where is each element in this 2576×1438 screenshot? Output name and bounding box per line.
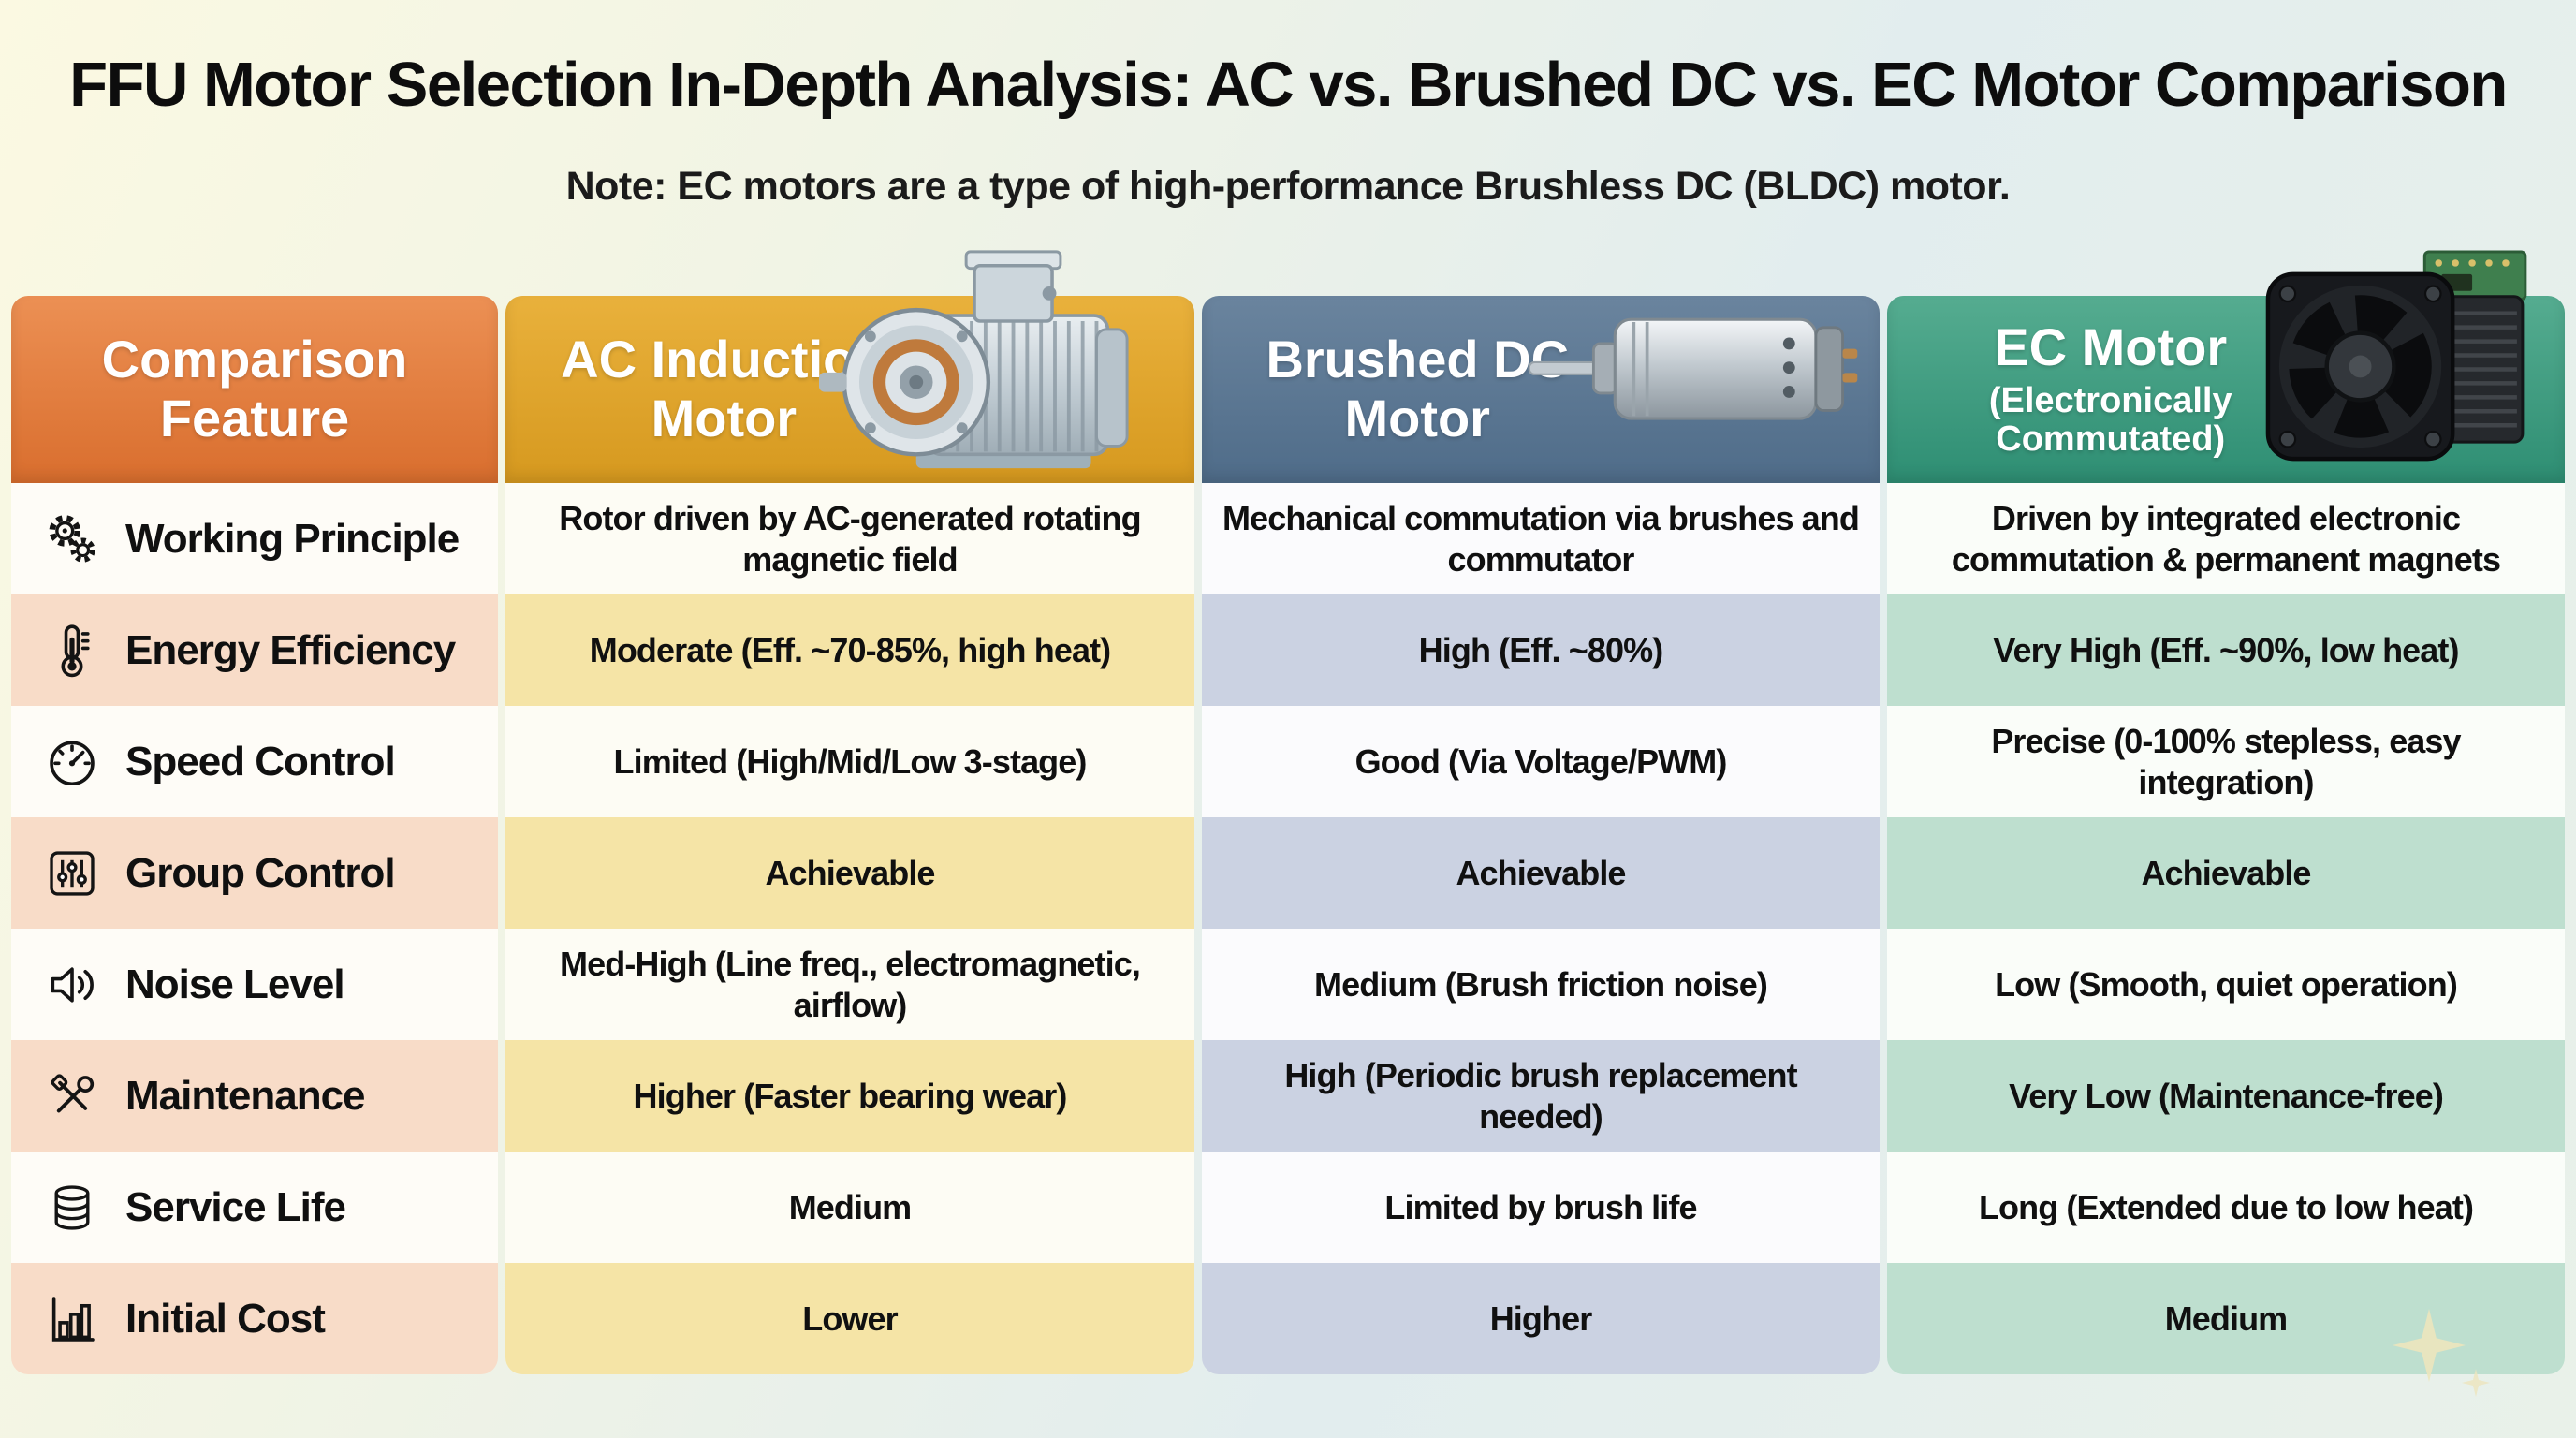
cell-group-control-ac: Achievable — [505, 817, 1194, 929]
cell-service-life-ec: Long (Extended due to low heat) — [1887, 1152, 2565, 1263]
feature-label: Speed Control — [125, 738, 396, 785]
cell-working-principle-ec: Driven by integrated electronic commutat… — [1887, 483, 2565, 594]
header-ec-motor: EC Motor (Electronically Commutated) — [1887, 250, 2565, 483]
header-label-main: EC Motor — [1994, 316, 2228, 376]
ac-induction-motor-photo — [818, 250, 1129, 469]
cell-maintenance-dc: High (Periodic brush replacement needed) — [1202, 1040, 1880, 1152]
header-ac-induction-motor: AC Induction Motor — [505, 250, 1194, 483]
cell-initial-cost-ec: Medium — [1887, 1263, 2565, 1374]
cell-working-principle-ac: Rotor driven by AC-generated rotating ma… — [505, 483, 1194, 594]
cell-speed-control-ac: Limited (High/Mid/Low 3-stage) — [505, 706, 1194, 817]
bar-chart-icon — [43, 1290, 101, 1348]
row-label-initial-cost: Initial Cost — [11, 1263, 498, 1374]
row-label-group-control: Group Control — [11, 817, 498, 929]
row-label-speed-control: Speed Control — [11, 706, 498, 817]
cell-speed-control-dc: Good (Via Voltage/PWM) — [1202, 706, 1880, 817]
page-title: FFU Motor Selection In-Depth Analysis: A… — [69, 50, 2508, 120]
header-label: AC Induction Motor — [561, 330, 887, 448]
feature-label: Group Control — [125, 849, 396, 896]
cell-service-life-dc: Limited by brush life — [1202, 1152, 1880, 1263]
gears-icon — [43, 510, 101, 568]
feature-label: Noise Level — [125, 961, 345, 1007]
cell-maintenance-ec: Very Low (Maintenance-free) — [1887, 1040, 2565, 1152]
cell-group-control-ec: Achievable — [1887, 817, 2565, 929]
row-label-energy-efficiency: Energy Efficiency — [11, 594, 498, 706]
row-label-service-life: Service Life — [11, 1152, 498, 1263]
cell-initial-cost-ac: Lower — [505, 1263, 1194, 1374]
cell-group-control-dc: Achievable — [1202, 817, 1880, 929]
feature-label: Initial Cost — [125, 1295, 326, 1342]
coins-icon — [43, 1179, 101, 1237]
thermometer-icon — [43, 622, 101, 680]
row-label-maintenance: Maintenance — [11, 1040, 498, 1152]
cell-speed-control-ec: Precise (0-100% stepless, easy integrati… — [1887, 706, 2565, 817]
brushed-dc-motor-photo — [1528, 317, 1858, 420]
subtitle-note: Note: EC motors are a type of high-perfo… — [565, 164, 2011, 209]
cell-maintenance-ac: Higher (Faster bearing wear) — [505, 1040, 1194, 1152]
feature-label: Energy Efficiency — [125, 626, 456, 673]
ec-motor-fan-photo — [2265, 250, 2527, 462]
cell-energy-efficiency-ac: Moderate (Eff. ~70-85%, high heat) — [505, 594, 1194, 706]
cell-noise-level-ac: Med-High (Line freq., electromagnetic, a… — [505, 929, 1194, 1040]
feature-label: Maintenance — [125, 1072, 366, 1119]
cell-energy-efficiency-ec: Very High (Eff. ~90%, low heat) — [1887, 594, 2565, 706]
cell-noise-level-dc: Medium (Brush friction noise) — [1202, 929, 1880, 1040]
header-label-sub: (Electronically Commutated) — [1988, 381, 2232, 460]
cell-initial-cost-dc: Higher — [1202, 1263, 1880, 1374]
header-label: Comparison Feature — [101, 330, 408, 448]
header-label: EC Motor (Electronically Commutated) — [1921, 316, 2300, 460]
cell-working-principle-dc: Mechanical commutation via brushes and c… — [1202, 483, 1880, 594]
speaker-icon — [43, 956, 101, 1014]
header-comparison-feature: Comparison Feature — [11, 296, 498, 483]
feature-label: Service Life — [125, 1183, 346, 1230]
row-label-working-principle: Working Principle — [11, 483, 498, 594]
cell-noise-level-ec: Low (Smooth, quiet operation) — [1887, 929, 2565, 1040]
feature-label: Working Principle — [125, 515, 460, 562]
row-label-noise-level: Noise Level — [11, 929, 498, 1040]
cell-service-life-ac: Medium — [505, 1152, 1194, 1263]
comparison-table: Comparison Feature AC Induction Motor — [11, 250, 2565, 1374]
speedometer-icon — [43, 733, 101, 791]
tools-icon — [43, 1067, 101, 1125]
header-brushed-dc-motor: Brushed DC Motor — [1202, 296, 1880, 483]
header-label: Brushed DC Motor — [1266, 330, 1570, 448]
sliders-icon — [43, 844, 101, 902]
cell-energy-efficiency-dc: High (Eff. ~80%) — [1202, 594, 1880, 706]
